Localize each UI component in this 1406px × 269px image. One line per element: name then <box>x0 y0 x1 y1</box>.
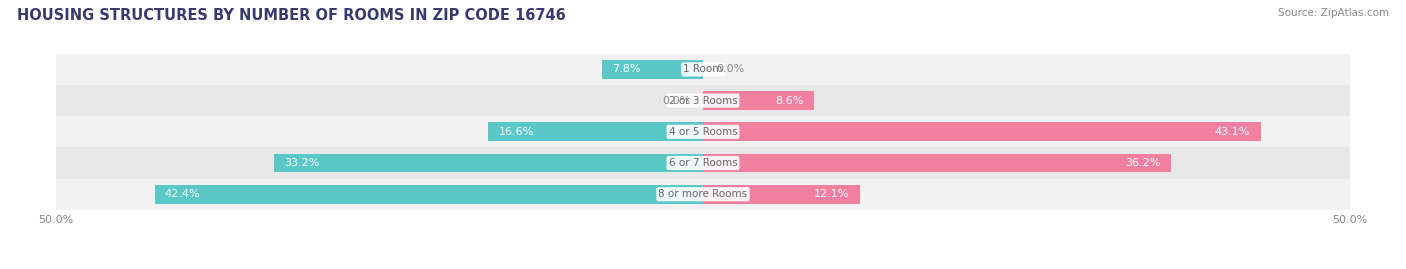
Bar <box>703 122 1261 141</box>
Text: HOUSING STRUCTURES BY NUMBER OF ROOMS IN ZIP CODE 16746: HOUSING STRUCTURES BY NUMBER OF ROOMS IN… <box>17 8 565 23</box>
Bar <box>56 147 1350 179</box>
Text: 1 Room: 1 Room <box>683 64 723 75</box>
Text: Source: ZipAtlas.com: Source: ZipAtlas.com <box>1278 8 1389 18</box>
Bar <box>56 179 1350 210</box>
Bar <box>56 85 1350 116</box>
Bar <box>274 154 703 172</box>
Bar <box>488 122 703 141</box>
Text: 36.2%: 36.2% <box>1126 158 1161 168</box>
Text: 2 or 3 Rooms: 2 or 3 Rooms <box>669 95 737 106</box>
Text: 12.1%: 12.1% <box>814 189 849 199</box>
Text: 8.6%: 8.6% <box>776 95 804 106</box>
Bar <box>56 116 1350 147</box>
Text: 33.2%: 33.2% <box>284 158 319 168</box>
Text: 0.0%: 0.0% <box>716 64 744 75</box>
Bar <box>703 91 814 110</box>
Bar <box>56 54 1350 85</box>
Bar <box>155 185 703 204</box>
Text: 7.8%: 7.8% <box>613 64 641 75</box>
Text: 0.0%: 0.0% <box>662 95 690 106</box>
Bar <box>703 185 859 204</box>
Text: 42.4%: 42.4% <box>165 189 201 199</box>
Bar <box>703 154 1171 172</box>
Text: 6 or 7 Rooms: 6 or 7 Rooms <box>669 158 737 168</box>
Bar <box>602 60 703 79</box>
Text: 4 or 5 Rooms: 4 or 5 Rooms <box>669 127 737 137</box>
Text: 43.1%: 43.1% <box>1215 127 1250 137</box>
Text: 16.6%: 16.6% <box>499 127 534 137</box>
Text: 8 or more Rooms: 8 or more Rooms <box>658 189 748 199</box>
